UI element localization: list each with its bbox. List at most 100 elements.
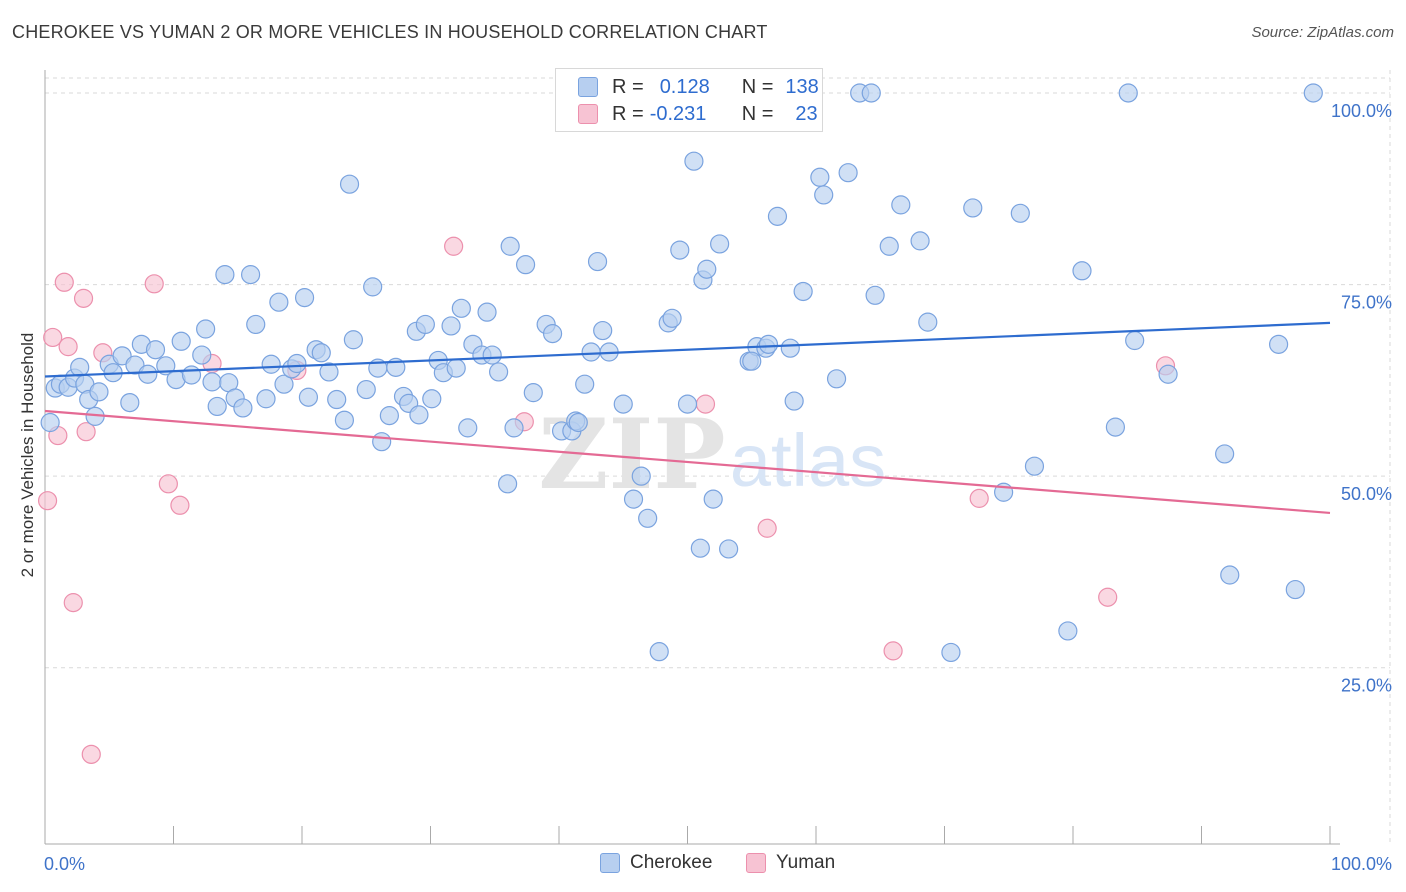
cherokee-point (343, 330, 363, 350)
cherokee-point (1024, 456, 1045, 476)
cherokee-point (256, 389, 276, 409)
cherokee-point (631, 466, 651, 486)
cherokee-point (1072, 261, 1092, 281)
cherokee-point (963, 198, 983, 218)
cherokee-point (415, 314, 435, 335)
cherokee-point (482, 345, 502, 365)
yuman-point (76, 422, 96, 442)
legend-item-yuman: Yuman (746, 852, 835, 874)
cherokee-point (568, 412, 588, 433)
cherokee-point (339, 174, 360, 194)
yuman-point (63, 593, 83, 613)
yuman-point (695, 394, 716, 414)
cherokee-point (458, 418, 478, 438)
cherokee-point (294, 288, 315, 308)
cherokee-point (780, 338, 800, 358)
cherokee-point (865, 285, 885, 305)
cherokee-point (581, 342, 601, 362)
y-tick-label: 75.0% (1341, 293, 1392, 313)
cherokee-point (767, 206, 788, 226)
legend-label-yuman: Yuman (776, 852, 836, 873)
cherokee-point (192, 345, 212, 365)
cherokee-point (670, 240, 690, 260)
cherokee-point (623, 489, 644, 509)
yuman-swatch (746, 853, 766, 873)
cherokee-point (793, 281, 813, 302)
cherokee-point (638, 508, 658, 528)
yuman-trend-line (44, 409, 1331, 515)
cherokee-point (941, 642, 961, 663)
cherokee-point (120, 392, 140, 413)
y-tick-label: 50.0% (1341, 484, 1392, 504)
yuman-point (37, 491, 58, 511)
cherokee-point (613, 394, 633, 414)
legend-n-label: N = (741, 102, 774, 125)
cherokee-point (363, 277, 383, 297)
yuman-point (73, 288, 94, 308)
cherokee-point (1268, 334, 1289, 354)
cherokee-point (891, 195, 911, 215)
yuman-point (58, 337, 78, 357)
cherokee-point (879, 236, 899, 256)
cherokee-point (504, 418, 524, 438)
cherokee-point (274, 374, 294, 394)
cherokee-point (742, 351, 762, 371)
chart-title: CHEROKEE VS YUMAN 2 OR MORE VEHICLES IN … (12, 22, 768, 42)
cherokee-point (542, 324, 563, 344)
yuman-point (170, 495, 190, 515)
legend-r-value: 0.128 (659, 75, 710, 98)
x-tick-label-start: 0.0% (44, 854, 85, 874)
cherokee-point (593, 320, 613, 341)
cherokee-point (719, 539, 739, 559)
series-legend: Cherokee Yuman (0, 852, 1406, 878)
cherokee-point (1010, 203, 1030, 223)
cherokee-point (918, 312, 938, 332)
cherokee-point (684, 151, 704, 171)
cherokee-point (451, 298, 471, 318)
watermark: ZIP atlas (538, 398, 886, 511)
cherokee-point (319, 362, 339, 382)
grid-lines (45, 70, 1391, 844)
cherokee-point (690, 538, 710, 558)
correlation-legend: R = 0.128 N = 138 R = -0.231 N = 23 (555, 68, 823, 132)
yuman-point (757, 518, 777, 538)
cherokee-point (1215, 444, 1235, 464)
cherokee-point (40, 412, 60, 433)
cherokee-point (422, 389, 442, 409)
cherokee-point (298, 387, 319, 407)
cherokee-point (89, 382, 109, 402)
cherokee-point (1125, 330, 1145, 351)
yuman-point (1098, 587, 1118, 607)
cherokee-point (233, 398, 253, 418)
cherokee-point (70, 357, 90, 377)
legend-label-cherokee: Cherokee (630, 852, 713, 873)
axes (44, 70, 1340, 845)
cherokee-point (575, 374, 595, 394)
cherokee-point (677, 394, 698, 414)
cherokee-swatch (600, 853, 620, 873)
cherokee-point (814, 185, 834, 205)
cherokee-point (697, 259, 717, 279)
cherokee-point (379, 406, 399, 426)
cherokee-point (477, 302, 497, 322)
cherokee-point (758, 334, 779, 354)
y-tick-label: 25.0% (1341, 676, 1392, 696)
watermark-atlas: atlas (730, 419, 886, 502)
cherokee-point (287, 353, 307, 374)
cherokee-point (327, 389, 347, 410)
legend-n-value: 23 (795, 102, 818, 125)
cherokee-point (1105, 417, 1126, 437)
cherokee-point (710, 234, 730, 254)
yuman-point (81, 744, 101, 764)
cherokee-point (246, 314, 266, 335)
cherokee-point (196, 319, 216, 339)
cherokee-point (138, 364, 158, 384)
cherokee-point (587, 251, 608, 272)
cherokee-point (241, 265, 261, 285)
cherokee-point (1220, 565, 1240, 585)
cherokee-point (649, 642, 669, 662)
tick-labels: 25.0% 50.0% 75.0% 100.0% 0.0% 100.0% (44, 101, 1392, 874)
trend-lines (44, 321, 1331, 515)
cherokee-point (784, 391, 804, 411)
